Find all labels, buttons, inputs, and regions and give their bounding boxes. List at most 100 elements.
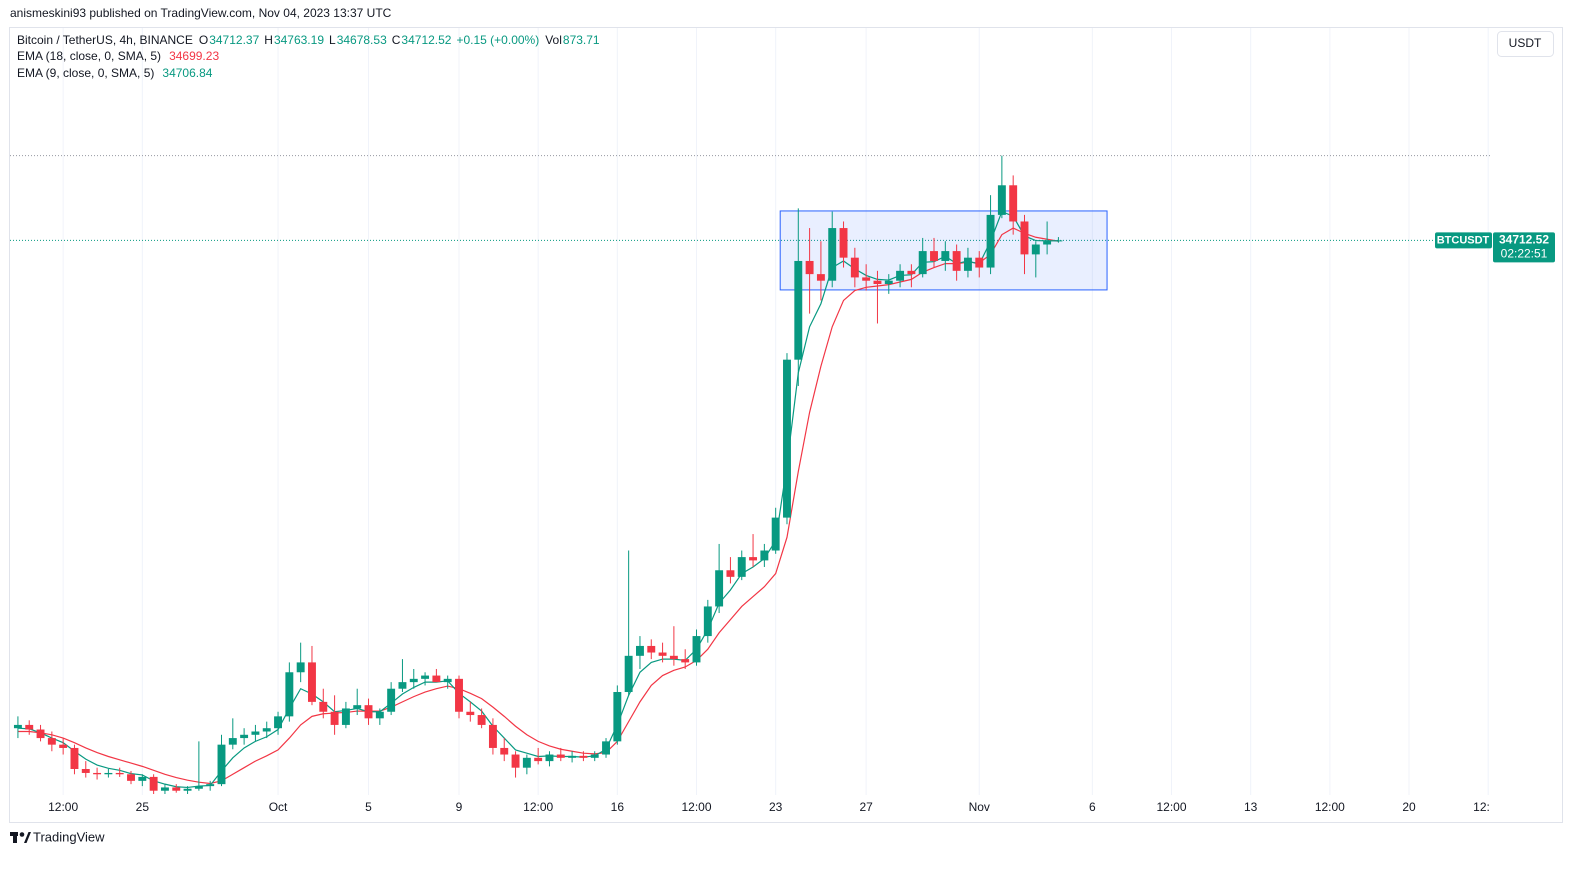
candle-body: [997, 185, 1006, 215]
candle-body: [749, 557, 758, 561]
candle-body: [319, 701, 328, 712]
publish-header: anismeskini93 published on TradingView.c…: [10, 6, 392, 20]
candle-body: [771, 517, 780, 551]
candle-body: [522, 757, 531, 768]
legend-text: 34699.23: [169, 49, 219, 63]
countdown: 02:22:51: [1501, 247, 1548, 261]
x-tick-label: 27: [859, 800, 873, 814]
x-tick-label: 16: [611, 800, 625, 814]
candle-body: [81, 769, 90, 773]
candle-body: [183, 788, 192, 791]
candle-body: [794, 260, 803, 360]
candle-body: [669, 655, 678, 660]
candle-body: [59, 744, 68, 748]
logo-part: [19, 832, 25, 837]
legend-text: 34763.19: [274, 33, 324, 47]
legend-text: C: [392, 33, 401, 47]
candle-body: [330, 711, 339, 725]
x-tick-label: 5: [365, 800, 372, 814]
candle-body: [466, 711, 475, 716]
candle-body: [918, 251, 927, 275]
x-tick-label: Oct: [269, 800, 288, 814]
candle-body: [635, 645, 644, 656]
x-tick-label: 9: [456, 800, 463, 814]
legend-text: L: [329, 33, 336, 47]
candle-body: [25, 724, 34, 730]
candle-body: [1020, 221, 1029, 255]
candle-body: [228, 738, 237, 745]
candle-body: [217, 744, 226, 785]
ema-line: [17, 227, 1059, 785]
brand-name: TradingView: [33, 829, 105, 844]
candle-body: [398, 682, 407, 689]
legend-text: Vol: [545, 33, 562, 47]
candle-body: [828, 228, 837, 281]
candle-body: [862, 277, 871, 281]
candle-body: [172, 787, 181, 791]
legend-text: 34712.37: [209, 33, 259, 47]
x-tick-label: 25: [136, 800, 150, 814]
candle-body: [590, 754, 599, 758]
candle-body: [760, 550, 769, 561]
candle-body: [93, 772, 102, 775]
candle-body: [1031, 244, 1040, 255]
candle-body: [1043, 241, 1052, 245]
axes: 12:00 25 Oct 5 9 12:00 16 12:00 23 27 Nov 6 12:00 13 1…: [48, 31, 1555, 814]
candle-body: [1054, 240, 1063, 242]
candle-body: [115, 772, 124, 775]
candle-body: [715, 570, 724, 607]
candle-body: [511, 754, 520, 768]
candle-body: [36, 729, 45, 739]
x-tick-label: 13: [1244, 800, 1258, 814]
candle-body: [726, 570, 735, 577]
candle-body: [285, 672, 294, 717]
legend-text: 873.71: [563, 33, 600, 47]
candle-body: [624, 655, 633, 693]
x-tick-label: 12:00: [1473, 800, 1503, 814]
currency-button: [1497, 31, 1554, 57]
x-tick-label: 20: [1402, 800, 1416, 814]
candle-body: [353, 705, 362, 709]
candle-body: [194, 786, 203, 789]
symbol-tag-box: [1435, 232, 1492, 249]
candle-body: [341, 708, 350, 725]
candle-body: [70, 747, 79, 770]
x-tick-label: Nov: [969, 800, 990, 814]
chart-frame: [9, 27, 1563, 823]
candle-body: [534, 757, 543, 762]
candle-body: [160, 787, 169, 791]
legend-text: Bitcoin / TetherUS, 4h, BINANCE: [17, 33, 193, 47]
candle-body: [816, 274, 825, 281]
candle-body: [240, 734, 249, 739]
candle-body: [873, 280, 882, 284]
x-tick-label: 12:00: [681, 800, 711, 814]
candle-body: [443, 678, 452, 683]
price-tag-box: [1493, 232, 1555, 263]
candle-body: [296, 662, 305, 673]
price-tag: 34712.52: [1499, 233, 1549, 247]
candle-body: [930, 251, 938, 261]
candle-body: [488, 724, 497, 748]
candle-body: [47, 738, 56, 745]
logo-part: [24, 832, 31, 843]
candle-body: [568, 755, 577, 758]
candle-body: [545, 754, 554, 762]
currency-label[interactable]: USDT: [1509, 36, 1542, 50]
candle-body: [274, 716, 283, 729]
brand-logo: [10, 832, 31, 843]
legend: Bitcoin / TetherUS, 4h, BINANCE O 34712.37…: [17, 33, 600, 80]
candle-body: [455, 678, 463, 712]
candle-body: [375, 711, 384, 719]
candle-body: [602, 741, 610, 755]
x-tick-label: 12:00: [1157, 800, 1187, 814]
candle-body: [13, 724, 22, 729]
candle-body: [703, 606, 712, 637]
candle-body: [613, 692, 622, 742]
candle-body: [421, 675, 430, 679]
legend-text: 34712.52: [401, 33, 451, 47]
candle-body: [262, 728, 271, 732]
candle-body: [975, 257, 984, 268]
legend-text: 34678.53: [337, 33, 387, 47]
candle-body: [149, 776, 158, 791]
